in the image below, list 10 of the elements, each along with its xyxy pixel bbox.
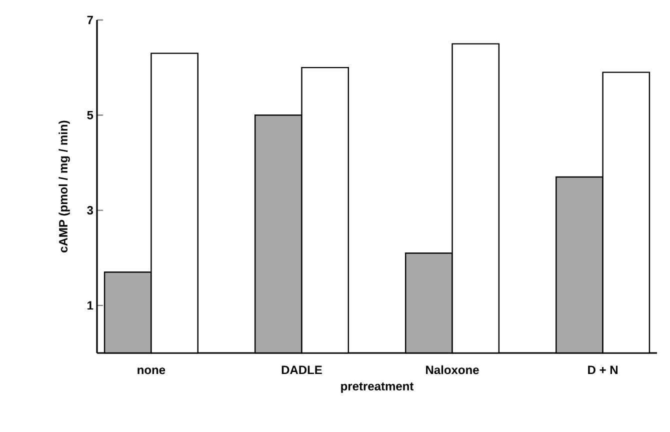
y-tick-label: 7 xyxy=(87,16,93,24)
x-tick-label: none xyxy=(138,368,166,374)
y-tick-label: 3 xyxy=(87,206,94,215)
y-axis-title: cAMP (pmol / mg / min) xyxy=(58,120,70,252)
x-tick-label: DADLE xyxy=(282,366,322,374)
x-tick-label: Naloxone xyxy=(426,365,479,374)
x-tick-label: D + N xyxy=(588,366,618,374)
y-tick-label: 1 xyxy=(88,301,94,310)
y-tick-label: 5 xyxy=(87,110,94,120)
x-axis-title: pretreatment xyxy=(341,382,414,393)
